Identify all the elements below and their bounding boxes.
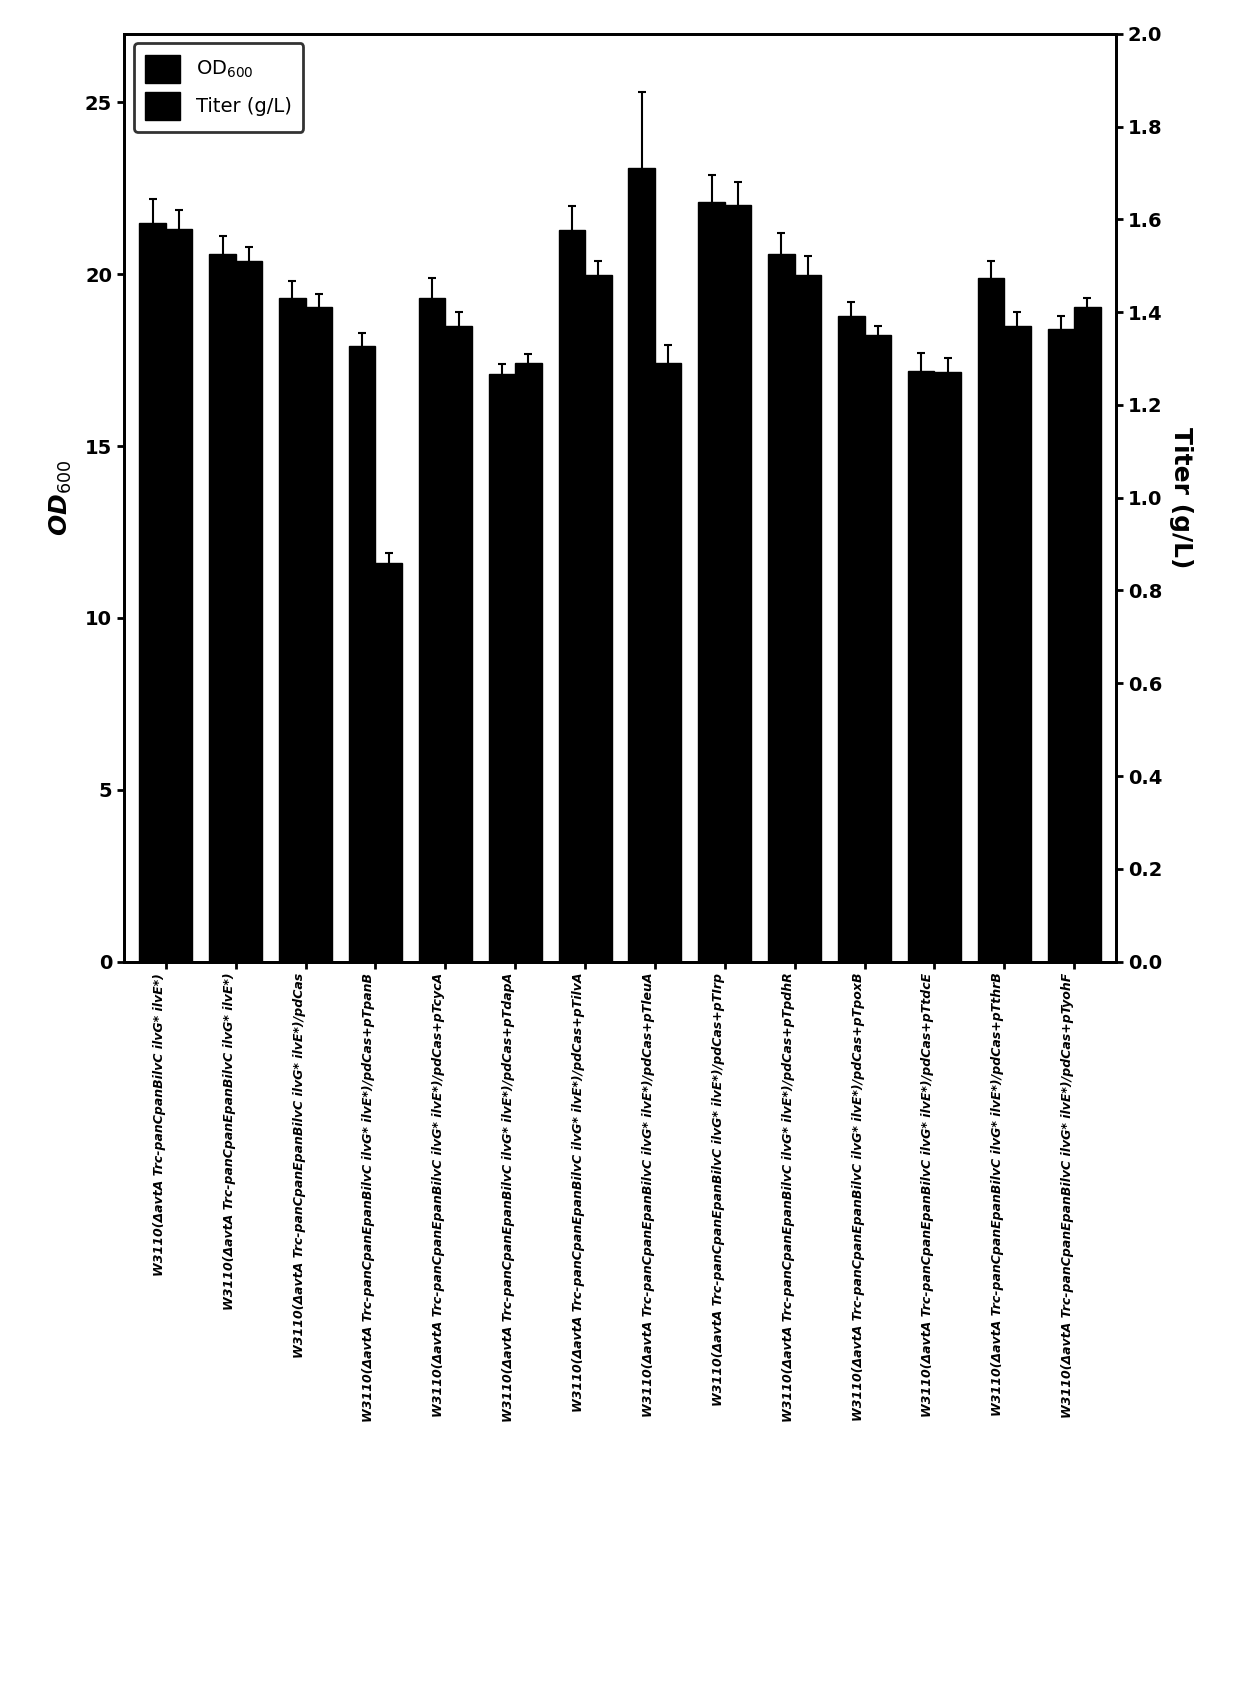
Bar <box>768 253 795 962</box>
Bar <box>698 202 725 962</box>
Bar <box>908 371 935 962</box>
Bar <box>935 373 961 962</box>
Bar <box>279 299 305 962</box>
Legend: OD$_{600}$, Titer (g/L): OD$_{600}$, Titer (g/L) <box>134 44 304 132</box>
Bar <box>166 228 192 962</box>
Y-axis label: OD$_{600}$: OD$_{600}$ <box>47 459 74 536</box>
Bar <box>1048 329 1074 962</box>
Bar <box>977 278 1004 962</box>
Bar <box>515 363 542 962</box>
Bar <box>236 261 263 962</box>
Bar <box>139 223 166 962</box>
Bar <box>558 229 585 962</box>
Bar <box>795 275 821 962</box>
Bar <box>864 336 892 962</box>
Bar <box>445 326 472 962</box>
Bar <box>305 307 332 962</box>
Bar <box>489 375 515 962</box>
Bar <box>725 206 751 962</box>
Bar <box>629 167 655 962</box>
Y-axis label: Titer (g/L): Titer (g/L) <box>1169 427 1193 569</box>
Bar <box>419 299 445 962</box>
Bar <box>838 315 864 962</box>
Bar <box>1074 307 1101 962</box>
Bar <box>376 563 402 962</box>
Bar <box>348 346 376 962</box>
Bar <box>1004 326 1030 962</box>
Bar <box>585 275 611 962</box>
Bar <box>655 363 682 962</box>
Bar <box>210 253 236 962</box>
